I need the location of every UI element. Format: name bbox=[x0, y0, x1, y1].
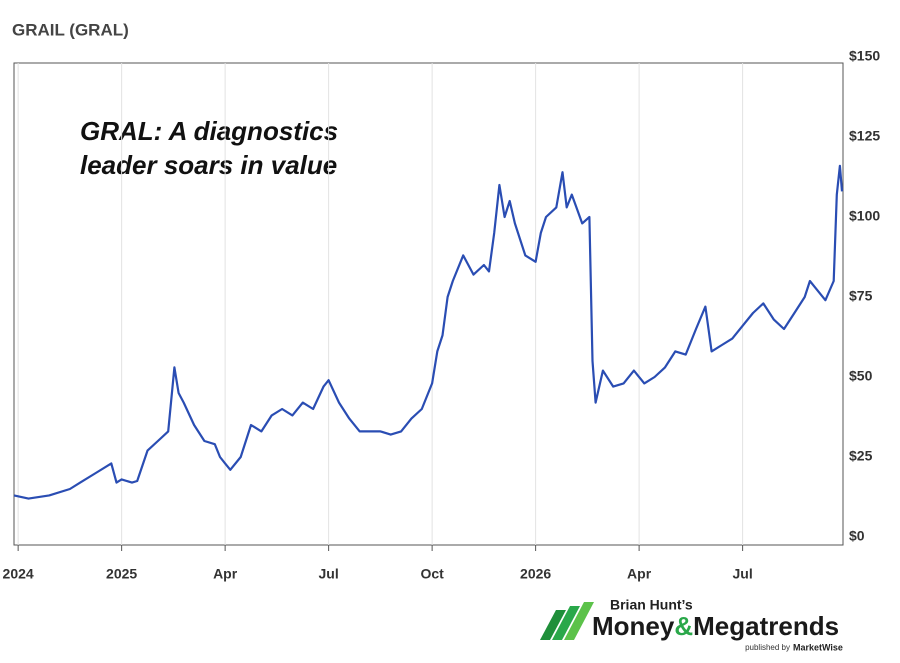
y-tick-label: $125 bbox=[849, 128, 880, 144]
logo-publisher: published by bbox=[745, 643, 790, 652]
y-tick-label: $75 bbox=[849, 288, 873, 304]
y-tick-label: $100 bbox=[849, 208, 880, 224]
logo-brand: Money&Megatrends bbox=[592, 611, 839, 641]
logo-stripe bbox=[552, 606, 580, 640]
y-tick-label: $25 bbox=[849, 448, 873, 464]
x-tick-label: Apr bbox=[213, 566, 238, 582]
x-tick-label: Jul bbox=[319, 566, 339, 582]
logo-stripe bbox=[540, 610, 566, 640]
logo-stripe bbox=[564, 602, 594, 640]
annotation: leader soars in value bbox=[80, 150, 337, 180]
logo-amp: & bbox=[674, 611, 693, 641]
logo-byline: Brian Hunt’s bbox=[610, 597, 693, 613]
x-tick-label: 2024 bbox=[3, 566, 34, 582]
logo-word: Money bbox=[592, 611, 675, 641]
x-tick-label: Oct bbox=[420, 566, 444, 582]
annotation: GRAL: A diagnostics bbox=[80, 116, 338, 146]
plot-frame bbox=[13, 62, 844, 546]
y-tick-label: $50 bbox=[849, 368, 873, 384]
x-tick-label: 2025 bbox=[106, 566, 137, 582]
x-tick-label: 2026 bbox=[520, 566, 551, 582]
chart-title: GRAIL (GRAL) bbox=[12, 20, 129, 39]
y-tick-label: $0 bbox=[849, 528, 865, 544]
y-tick-label: $150 bbox=[849, 48, 880, 64]
x-tick-label: Jul bbox=[732, 566, 752, 582]
logo-word: Megatrends bbox=[693, 611, 839, 641]
x-tick-label: Apr bbox=[627, 566, 652, 582]
price-line bbox=[13, 164, 844, 500]
logo-publisher: MarketWise bbox=[793, 642, 843, 652]
logo: Brian Hunt’s Money&Megatrends published … bbox=[540, 597, 843, 652]
